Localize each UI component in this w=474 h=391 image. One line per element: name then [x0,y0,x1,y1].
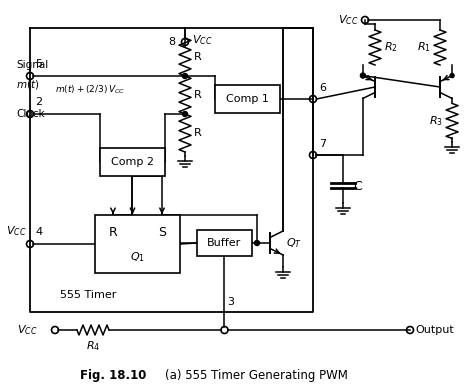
Bar [100,148,165,176]
Text: R: R [194,128,202,138]
Text: $V_{CC}$: $V_{CC}$ [6,224,26,238]
Text: 6: 6 [319,83,326,93]
Circle shape [450,74,454,77]
Text: 2: 2 [35,97,42,107]
Circle shape [182,111,188,117]
Text: Comp 1: Comp 1 [226,94,269,104]
Text: 4: 4 [35,227,42,237]
Circle shape [255,240,259,246]
Text: $V_{CC}$: $V_{CC}$ [17,323,37,337]
Text: R: R [194,90,202,100]
Text: 5: 5 [35,59,42,69]
Text: Output: Output [415,325,454,335]
Text: $R_1$: $R_1$ [417,41,431,54]
Text: 555 Timer: 555 Timer [60,290,117,300]
Text: R: R [109,226,118,240]
Text: Fig. 18.10: Fig. 18.10 [80,369,146,382]
Circle shape [360,73,365,78]
Text: Clock: Clock [16,109,45,119]
Text: $m(t) + (2/3)\,V_{CC}$: $m(t) + (2/3)\,V_{CC}$ [55,84,125,97]
Text: 8: 8 [168,37,175,47]
Text: $Q_T$: $Q_T$ [286,236,302,250]
Text: $R_4$: $R_4$ [86,339,100,353]
Text: Signal: Signal [16,60,48,70]
Bar [95,215,180,273]
Bar [197,230,252,256]
Text: 7: 7 [319,139,326,149]
Text: $Q_1$: $Q_1$ [130,250,145,264]
Text: C: C [353,179,362,192]
Circle shape [182,74,188,79]
Text: $V_{CC}$: $V_{CC}$ [192,33,212,47]
Text: R: R [194,52,202,62]
Text: (a) 555 Timer Generating PWM: (a) 555 Timer Generating PWM [165,369,348,382]
Circle shape [361,74,365,77]
Text: Buffer: Buffer [207,238,242,248]
Bar [215,85,280,113]
Text: 3: 3 [228,297,235,307]
Text: $V_{CC}$: $V_{CC}$ [337,13,358,27]
Text: $R_3$: $R_3$ [429,114,443,128]
Text: $m(t)$: $m(t)$ [16,78,39,91]
Text: Comp 2: Comp 2 [111,157,154,167]
Text: $R_2$: $R_2$ [384,41,398,54]
Text: S: S [158,226,166,240]
